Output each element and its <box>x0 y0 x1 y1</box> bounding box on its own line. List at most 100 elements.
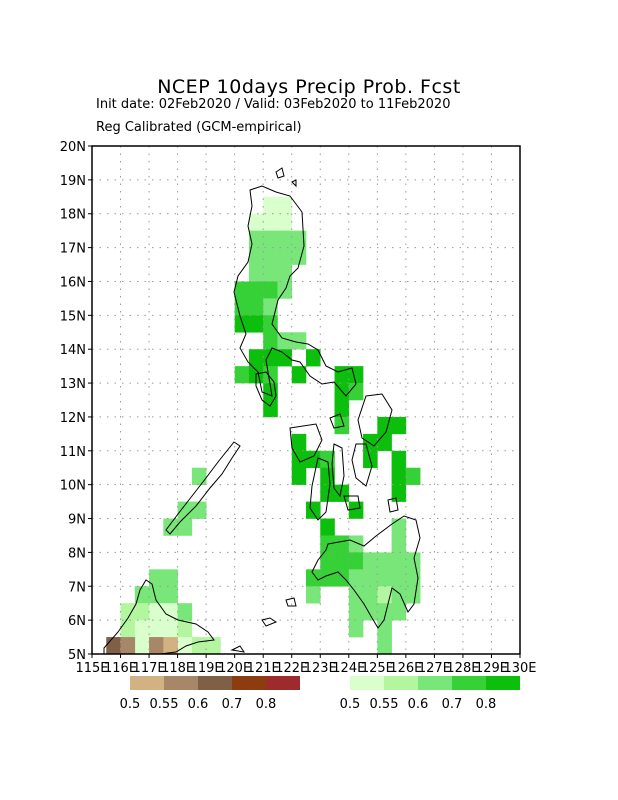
probability-cells <box>106 196 421 655</box>
prob-cell-101 <box>149 586 164 604</box>
prob-cell-23 <box>234 315 250 333</box>
prob-cell-117 <box>106 637 121 655</box>
prob-cell-54 <box>391 450 407 469</box>
x-tick-label: 121E <box>247 661 280 676</box>
calibration-subtitle: Reg Calibrated (GCM-empirical) <box>96 120 302 135</box>
prob-cell-97 <box>377 637 392 655</box>
coastline <box>103 167 421 655</box>
map-title: NCEP 10days Precip Prob. Fcst <box>157 76 461 98</box>
prob-cell-36 <box>291 366 307 384</box>
dry-legend-label: 0.5 <box>120 697 141 712</box>
y-tick-label: 18N <box>60 208 86 223</box>
prob-cell-102 <box>163 586 178 604</box>
y-tick-label: 8N <box>68 546 86 561</box>
wet-probability-legend: 0.5 0.55 0.6 0.7 0.8 <box>340 676 520 712</box>
coastline-batan <box>291 179 297 188</box>
prob-cell-90 <box>405 586 421 604</box>
x-tick-label: 126E <box>389 661 422 676</box>
dry-probability-legend: 0.5 0.55 0.6 0.7 0.8 <box>120 676 300 712</box>
coastline-cagayan-sulu <box>230 645 246 653</box>
prob-cell-56 <box>320 467 335 485</box>
wet-legend-swatch <box>452 676 486 690</box>
prob-cell-58 <box>405 467 421 485</box>
prob-cell-44 <box>334 416 350 435</box>
prob-cell-37 <box>334 366 350 384</box>
prob-cell-47 <box>291 433 307 452</box>
prob-cell-59 <box>320 484 335 502</box>
prob-cell-52 <box>320 450 335 469</box>
prob-cell-98 <box>149 569 164 587</box>
prob-cell-7 <box>277 230 293 248</box>
prob-cell-72 <box>348 552 364 570</box>
prob-cell-29 <box>248 349 264 367</box>
prob-cell-6 <box>263 230 278 248</box>
prob-cell-68 <box>348 535 364 553</box>
prob-cell-104 <box>134 603 150 621</box>
coastline-panay <box>289 423 323 463</box>
map-frame <box>91 145 521 655</box>
prob-cell-96 <box>377 620 392 638</box>
x-tick-label: 116E <box>104 661 137 676</box>
prob-cell-55 <box>291 467 307 485</box>
prob-cell-26 <box>263 332 278 350</box>
dry-legend-label: 0.7 <box>222 697 243 712</box>
wet-legend-label: 0.55 <box>370 697 399 712</box>
coastline-sulu <box>261 617 278 627</box>
y-tick-label: 17N <box>60 242 86 257</box>
prob-cell-51 <box>306 450 321 469</box>
y-tick-label: 6N <box>68 614 86 629</box>
prob-cell-28 <box>291 332 307 350</box>
prob-cell-45 <box>377 416 392 435</box>
prob-cell-83 <box>391 569 407 587</box>
prob-cell-85 <box>306 586 321 604</box>
prob-cell-18 <box>263 281 278 299</box>
wet-legend-swatch <box>384 676 418 690</box>
prob-cell-86 <box>348 586 364 604</box>
prob-cell-95 <box>348 620 364 638</box>
y-tick-label: 7N <box>68 580 86 595</box>
coastline-mindanao <box>311 515 421 629</box>
prob-cell-10 <box>263 247 278 265</box>
prob-cell-13 <box>248 264 264 282</box>
x-tick-label: 128E <box>446 661 479 676</box>
coastline-mindoro <box>255 371 277 407</box>
prob-cell-63 <box>348 501 364 519</box>
prob-cell-118 <box>120 637 136 655</box>
dry-legend-label: 0.55 <box>150 697 179 712</box>
y-tick-label: 15N <box>60 309 86 324</box>
prob-cell-103 <box>120 603 136 621</box>
prob-cell-78 <box>320 569 335 587</box>
prob-cell-115 <box>191 637 207 655</box>
prob-cell-94 <box>391 603 407 621</box>
y-tick-label: 14N <box>60 343 86 358</box>
prob-cell-49 <box>377 433 392 452</box>
prob-cell-14 <box>263 264 278 282</box>
prob-cell-3 <box>263 196 278 215</box>
dry-legend-label: 0.6 <box>188 697 209 712</box>
prob-cell-87 <box>363 586 378 604</box>
coastline-luzon <box>233 185 357 397</box>
prob-cell-2 <box>277 213 293 231</box>
prob-cell-81 <box>363 569 378 587</box>
y-tick-label: 13N <box>60 377 86 392</box>
wet-legend-swatch <box>486 676 520 690</box>
y-tick-label: 16N <box>60 275 86 290</box>
prob-cell-67 <box>334 535 350 553</box>
prob-cell-22 <box>263 298 278 316</box>
y-tick-label: 19N <box>60 174 86 189</box>
y-tick-label: 9N <box>68 513 86 528</box>
prob-cell-70 <box>320 552 335 570</box>
dry-legend-swatch <box>266 676 300 690</box>
prob-cell-42 <box>334 400 350 418</box>
prob-cell-119 <box>149 637 164 655</box>
prob-cell-57 <box>391 467 407 485</box>
dry-legend-label: 0.8 <box>256 697 277 712</box>
prob-cell-4 <box>277 196 293 215</box>
prob-cell-24 <box>248 315 264 333</box>
prob-cell-73 <box>363 552 378 570</box>
prob-cell-79 <box>334 569 350 587</box>
prob-cell-92 <box>363 603 378 621</box>
coastline-leyte <box>351 443 373 487</box>
prob-cell-69 <box>391 535 407 553</box>
prob-cell-9 <box>248 247 264 265</box>
